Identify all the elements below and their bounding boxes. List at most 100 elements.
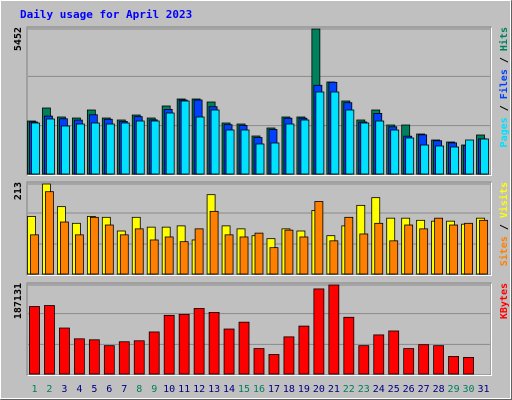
bar — [405, 137, 415, 175]
plot-highlight — [27, 27, 492, 176]
x-tick-label: 14 — [223, 384, 235, 395]
bar — [284, 229, 294, 275]
legend-entry: Files — [498, 69, 510, 99]
bar — [46, 118, 55, 175]
legend: Sites / Visits — [498, 182, 510, 266]
bar — [315, 91, 325, 175]
bar — [450, 146, 459, 175]
bar — [330, 91, 340, 175]
bar — [269, 247, 279, 275]
x-tick-label: 28 — [433, 384, 445, 395]
x-tick-label: 13 — [208, 384, 220, 395]
bar — [255, 143, 265, 175]
bar — [329, 240, 339, 275]
bar — [239, 236, 249, 275]
plot-highlight — [27, 283, 492, 376]
x-tick-label: 25 — [388, 384, 400, 395]
bar — [193, 308, 205, 375]
bar — [465, 139, 474, 175]
x-tick-label: 23 — [358, 384, 370, 395]
x-tick-label: 18 — [283, 384, 295, 395]
bar — [135, 120, 145, 175]
bar — [225, 129, 235, 175]
x-tick-label: 7 — [121, 384, 127, 395]
legend-entry: Sites — [498, 236, 510, 266]
bar — [360, 122, 370, 175]
legend-entry: KBytes — [499, 283, 510, 319]
chart-title: Daily usage for April 2023 — [20, 8, 192, 21]
x-tick-label: 11 — [178, 384, 190, 395]
bar — [210, 109, 220, 175]
legend: Pages / Files / Hits — [498, 27, 510, 147]
bar — [433, 345, 445, 375]
bar — [73, 338, 85, 375]
bar — [150, 120, 160, 175]
bar — [358, 345, 370, 375]
legend-entry: Visits — [498, 182, 510, 218]
bar — [345, 109, 355, 175]
x-tick-label: 9 — [151, 384, 157, 395]
x-tick-label: 24 — [373, 384, 385, 395]
bar — [88, 339, 100, 375]
bar — [89, 216, 99, 275]
x-tick-label: 5 — [91, 384, 97, 395]
bar — [449, 224, 458, 275]
x-tick-label: 10 — [163, 384, 175, 395]
bar — [90, 122, 100, 175]
bar — [224, 234, 234, 275]
bar — [419, 228, 429, 275]
bar — [300, 119, 310, 175]
bar — [31, 122, 40, 175]
x-tick-label: 19 — [298, 384, 310, 395]
bar — [45, 191, 54, 275]
bar — [359, 233, 369, 275]
bar — [373, 334, 385, 375]
bar — [343, 316, 355, 375]
x-tick-label: 12 — [193, 384, 205, 395]
x-tick-label: 3 — [61, 384, 67, 395]
bar — [314, 201, 324, 275]
bar — [299, 236, 309, 275]
bar — [75, 123, 85, 175]
bar — [59, 327, 70, 375]
bar — [240, 129, 250, 175]
bar — [29, 306, 40, 375]
x-tick-label: 1 — [31, 384, 37, 395]
bar — [313, 288, 325, 375]
bar — [298, 325, 310, 375]
legend: KBytes — [499, 283, 510, 319]
bar — [434, 217, 444, 275]
bar — [238, 321, 250, 375]
x-tick-label: 22 — [343, 384, 355, 395]
bar — [120, 122, 130, 175]
x-tick-label: 8 — [136, 384, 142, 395]
bar — [105, 123, 115, 175]
bar — [375, 120, 385, 175]
bar — [148, 331, 160, 375]
bar — [389, 240, 399, 275]
bar — [60, 221, 69, 275]
bar — [44, 305, 55, 375]
bar — [344, 216, 354, 275]
bar — [61, 125, 70, 175]
legend-separator: / — [499, 99, 510, 117]
bar — [104, 224, 114, 275]
x-tick-label: 4 — [76, 384, 82, 395]
x-tick-label: 27 — [418, 384, 430, 395]
bar — [464, 222, 473, 275]
bar — [149, 239, 159, 275]
bar — [403, 348, 415, 375]
bar — [420, 144, 430, 175]
bar — [254, 232, 264, 275]
x-tick-label: 6 — [106, 384, 112, 395]
bar — [209, 210, 219, 275]
x-tick-label: 15 — [238, 384, 250, 395]
x-tick-label: 2 — [46, 384, 52, 395]
x-tick-label: 30 — [463, 384, 475, 395]
x-tick-label: 20 — [313, 384, 325, 395]
x-tick-label: 17 — [268, 384, 280, 395]
plot-highlight — [27, 182, 492, 276]
bar — [208, 311, 220, 375]
bar — [374, 222, 384, 275]
